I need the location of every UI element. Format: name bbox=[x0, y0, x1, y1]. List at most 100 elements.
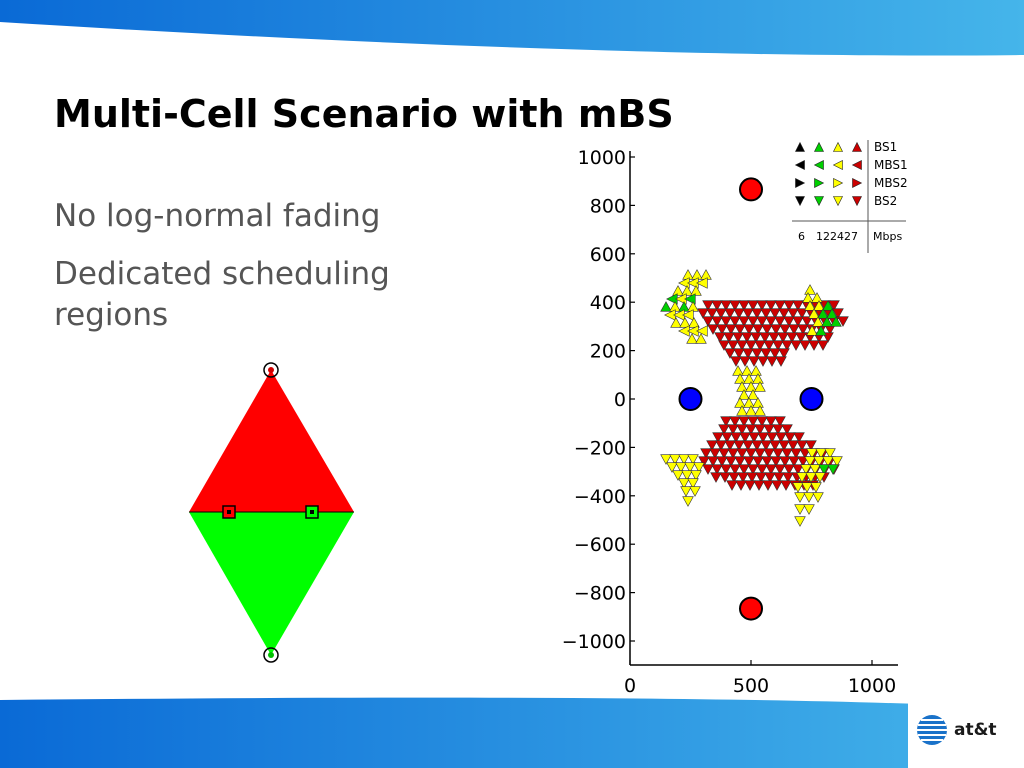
user-marker bbox=[755, 472, 767, 483]
user-marker bbox=[800, 464, 812, 475]
user-marker bbox=[725, 456, 737, 467]
user-marker bbox=[732, 332, 744, 343]
user-marker bbox=[766, 356, 778, 367]
user-marker bbox=[747, 316, 759, 327]
user-marker bbox=[735, 480, 747, 491]
user-marker bbox=[660, 454, 672, 465]
user-marker bbox=[714, 332, 726, 343]
user-marker bbox=[700, 269, 712, 280]
user-marker bbox=[696, 277, 708, 289]
user-marker bbox=[751, 348, 763, 359]
user-marker bbox=[772, 424, 784, 435]
user-marker bbox=[781, 340, 793, 351]
user-marker bbox=[727, 424, 739, 435]
bottom-station-marker bbox=[263, 647, 279, 663]
user-marker bbox=[706, 308, 718, 319]
user-marker bbox=[804, 284, 816, 295]
user-marker bbox=[680, 486, 692, 497]
user-marker bbox=[730, 356, 742, 367]
user-marker bbox=[753, 480, 765, 491]
user-marker bbox=[775, 432, 787, 443]
user-marker bbox=[733, 308, 745, 319]
user-marker bbox=[787, 440, 799, 451]
user-marker bbox=[793, 432, 805, 443]
user-marker bbox=[747, 416, 759, 427]
user-marker bbox=[754, 340, 766, 351]
y-tick-label: −800 bbox=[574, 583, 626, 605]
user-marker bbox=[814, 472, 826, 483]
station-bs2 bbox=[739, 596, 763, 621]
user-marker bbox=[751, 308, 763, 319]
user-marker bbox=[715, 440, 727, 451]
user-marker bbox=[752, 456, 764, 467]
user-marker bbox=[812, 316, 824, 327]
user-marker bbox=[831, 456, 843, 467]
user-marker bbox=[797, 456, 809, 467]
user-marker bbox=[797, 324, 809, 335]
logo-text: at&t bbox=[954, 720, 997, 740]
user-marker bbox=[783, 316, 795, 327]
user-marker bbox=[804, 300, 816, 311]
user-marker bbox=[736, 405, 748, 416]
user-marker bbox=[754, 405, 766, 416]
user-marker bbox=[775, 356, 787, 367]
user-marker bbox=[803, 492, 815, 503]
user-marker bbox=[815, 448, 827, 459]
user-marker bbox=[678, 454, 690, 465]
user-marker bbox=[725, 324, 737, 335]
user-marker bbox=[788, 456, 800, 467]
user-marker bbox=[815, 325, 827, 336]
user-marker bbox=[796, 440, 808, 451]
user-marker bbox=[732, 365, 744, 376]
user-marker bbox=[795, 332, 807, 343]
legend-marker bbox=[813, 160, 824, 170]
user-marker bbox=[736, 381, 748, 392]
user-marker bbox=[770, 456, 782, 467]
user-marker bbox=[687, 454, 699, 465]
user-marker bbox=[720, 300, 732, 311]
user-marker bbox=[738, 464, 750, 475]
user-marker bbox=[813, 300, 825, 311]
slide-title: Multi-Cell Scenario with mBS bbox=[54, 92, 674, 136]
user-marker bbox=[730, 432, 742, 443]
user-marker bbox=[808, 340, 820, 351]
user-marker bbox=[686, 333, 698, 344]
user-marker bbox=[796, 308, 808, 319]
user-marker bbox=[707, 456, 719, 467]
user-marker bbox=[743, 397, 755, 408]
user-marker bbox=[788, 324, 800, 335]
user-marker bbox=[770, 324, 782, 335]
user-marker bbox=[709, 448, 721, 459]
user-marker bbox=[711, 300, 723, 311]
user-marker bbox=[718, 340, 730, 351]
user-marker bbox=[742, 348, 754, 359]
legend-marker bbox=[851, 160, 862, 170]
user-marker bbox=[745, 381, 757, 392]
user-marker bbox=[778, 308, 790, 319]
user-marker bbox=[666, 462, 678, 473]
user-marker bbox=[660, 301, 672, 312]
user-marker bbox=[728, 472, 740, 483]
user-marker bbox=[821, 316, 833, 327]
user-marker bbox=[748, 356, 760, 367]
user-marker bbox=[702, 316, 714, 327]
user-marker bbox=[729, 464, 741, 475]
user-marker bbox=[837, 316, 849, 327]
legend-marker bbox=[795, 196, 805, 207]
user-marker bbox=[696, 325, 708, 337]
user-marker bbox=[765, 316, 777, 327]
user-marker bbox=[779, 456, 791, 467]
user-marker bbox=[682, 309, 694, 321]
user-marker bbox=[811, 292, 823, 303]
att-logo: at&t bbox=[916, 714, 997, 746]
user-marker bbox=[752, 397, 764, 408]
legend-marker bbox=[852, 196, 862, 207]
user-marker bbox=[687, 478, 699, 489]
user-marker bbox=[702, 464, 714, 475]
user-marker bbox=[748, 432, 760, 443]
plot-area: 1000 800 600 400 200 0 −200 −400 −600 −800 −1000 0… bbox=[562, 147, 898, 695]
legend: BS1 MBS1 MBS2 BS2 6 122427 Mbps bbox=[792, 140, 908, 253]
user-marker bbox=[760, 348, 772, 359]
user-marker bbox=[745, 340, 757, 351]
user-marker bbox=[792, 300, 804, 311]
